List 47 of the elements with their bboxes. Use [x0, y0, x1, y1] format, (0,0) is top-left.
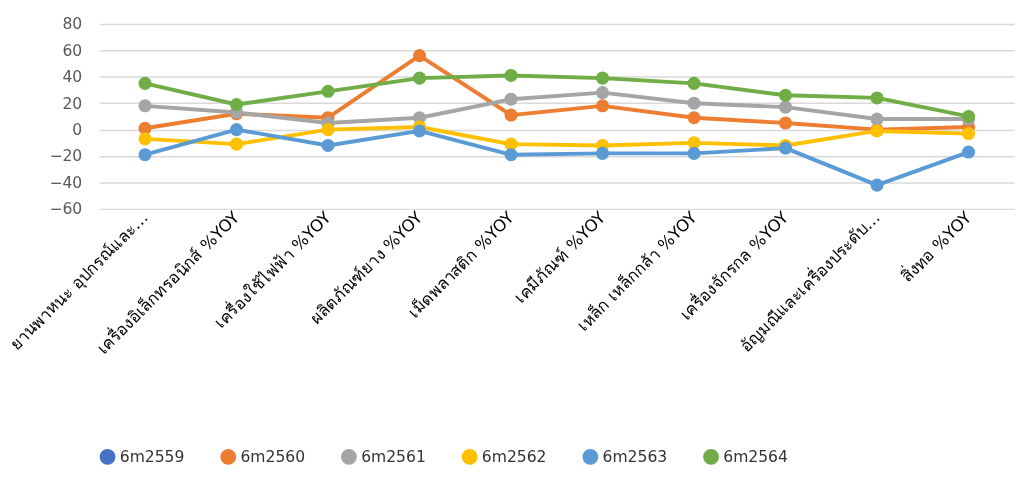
point: [321, 123, 335, 137]
point: [778, 116, 793, 130]
y-tick-label: 0: [72, 120, 83, 139]
point: [778, 88, 793, 102]
point: [778, 100, 793, 114]
point: [321, 84, 335, 98]
legend-label: 6m2564: [723, 447, 788, 466]
point: [504, 68, 518, 82]
point: [596, 86, 610, 100]
point: [961, 145, 976, 159]
point: [413, 124, 427, 138]
point: [138, 99, 152, 113]
legend-label: 6m2562: [481, 447, 547, 466]
point: [504, 108, 518, 122]
legend-label: 6m2563: [602, 447, 668, 466]
legend-label: 6m2559: [119, 447, 185, 466]
point: [870, 91, 884, 105]
legend-label: 6m2561: [361, 447, 426, 466]
y-tick-label: −20: [49, 147, 83, 166]
y-tick-label: −60: [49, 200, 83, 219]
point: [230, 98, 244, 112]
y-tick-label: 80: [62, 15, 83, 34]
point: [413, 49, 427, 63]
legend-label: 6m2560: [240, 447, 306, 466]
point: [230, 123, 244, 137]
point: [138, 148, 152, 162]
point: [870, 112, 884, 126]
point: [504, 92, 518, 106]
point: [138, 76, 152, 90]
point: [596, 146, 610, 160]
y-tick-label: −40: [49, 173, 83, 192]
point: [870, 178, 884, 192]
point: [596, 71, 610, 85]
y-tick-label: 20: [62, 94, 83, 113]
y-tick-label: 60: [62, 41, 83, 60]
point: [230, 137, 244, 151]
y-tick-label: 40: [62, 68, 83, 87]
point: [596, 99, 610, 113]
point: [687, 96, 701, 110]
point: [321, 138, 335, 152]
point: [504, 148, 518, 162]
point: [413, 71, 427, 85]
point: [687, 146, 701, 160]
point: [687, 76, 701, 90]
point: [687, 111, 701, 125]
point: [961, 127, 976, 141]
point: [138, 132, 152, 146]
